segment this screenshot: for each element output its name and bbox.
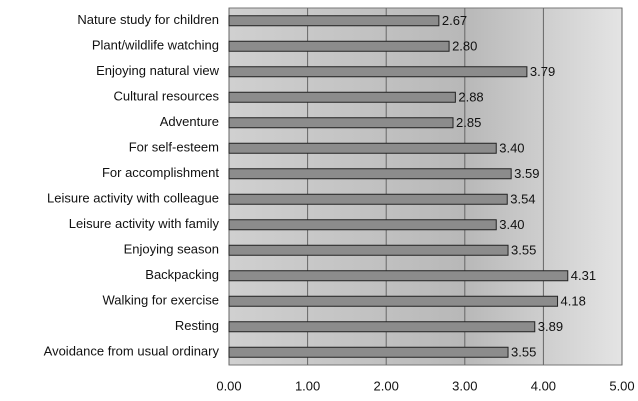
y-tick-label: Cultural resources: [114, 89, 220, 104]
y-tick-label: For self-esteem: [129, 140, 219, 155]
data-label: 4.18: [561, 294, 586, 309]
x-tick-label: 2.00: [374, 378, 399, 393]
plot-area: [228, 7, 623, 366]
bar: [228, 193, 508, 205]
y-tick-label: Walking for exercise: [102, 293, 219, 308]
bar: [228, 321, 536, 333]
data-label: 3.54: [510, 192, 535, 207]
y-tick-label: Avoidance from usual ordinary: [44, 344, 220, 359]
data-label: 3.40: [499, 217, 524, 232]
bar: [228, 117, 454, 129]
x-tick-label: 5.00: [609, 378, 634, 393]
y-tick-label: For accomplishment: [102, 165, 219, 180]
bar: [228, 168, 512, 180]
data-label: 3.55: [511, 243, 536, 258]
y-tick-label: Backpacking: [145, 267, 219, 282]
y-tick-label: Adventure: [160, 114, 219, 129]
x-tick-label: 3.00: [452, 378, 477, 393]
data-label: 2.85: [456, 115, 481, 130]
bar: [228, 270, 569, 282]
data-label: 3.59: [514, 166, 539, 181]
bar: [228, 346, 509, 358]
data-label: 2.88: [458, 90, 483, 105]
y-tick-label: Enjoying season: [124, 242, 219, 257]
data-label: 3.79: [530, 64, 555, 79]
y-tick-label: Resting: [175, 318, 219, 333]
y-tick-label: Leisure activity with colleague: [47, 191, 219, 206]
bar: [228, 66, 528, 78]
data-label: 3.55: [511, 345, 536, 360]
bar: [228, 40, 450, 52]
data-label: 4.31: [571, 268, 596, 283]
data-label: 3.40: [499, 141, 524, 156]
bar: [228, 295, 559, 307]
data-label: 3.89: [538, 319, 563, 334]
y-tick-label: Leisure activity with family: [69, 216, 220, 231]
y-tick-label: Plant/wildlife watching: [92, 38, 219, 53]
y-tick-label: Enjoying natural view: [96, 63, 219, 78]
x-tick-label: 1.00: [295, 378, 320, 393]
x-tick-label: 0.00: [216, 378, 241, 393]
x-tick-label: 4.00: [531, 378, 556, 393]
y-tick-label: Nature study for children: [77, 12, 219, 27]
bar: [228, 219, 497, 231]
data-label: 2.67: [442, 13, 467, 28]
data-label: 2.80: [452, 39, 477, 54]
bar: [228, 142, 497, 154]
bar: [228, 91, 456, 103]
bar: [228, 244, 509, 256]
bar: [228, 15, 440, 27]
